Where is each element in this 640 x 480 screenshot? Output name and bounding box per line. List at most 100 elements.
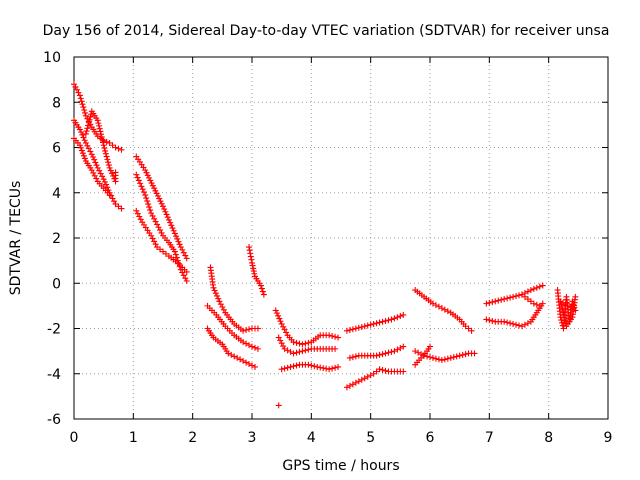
arc-21-point bbox=[427, 343, 433, 350]
arc-14-point bbox=[281, 365, 288, 372]
arc-13-point bbox=[278, 340, 285, 347]
y-tick-label: 0 bbox=[52, 276, 61, 292]
arc-4-point bbox=[94, 117, 101, 124]
arc-1-point bbox=[81, 107, 88, 114]
arc-20-point bbox=[447, 354, 454, 361]
arc-18-point bbox=[346, 382, 353, 389]
arc-13-point bbox=[290, 350, 297, 357]
arc-18-point bbox=[400, 368, 407, 375]
arc-1-point bbox=[72, 83, 79, 90]
arc-2-point bbox=[109, 195, 116, 202]
arc-6-point bbox=[135, 177, 142, 184]
arc-4-point bbox=[112, 169, 119, 176]
arc-9-point bbox=[251, 344, 258, 351]
arc-10-point bbox=[251, 363, 258, 370]
arc-1-point bbox=[79, 101, 86, 108]
arc-2-point bbox=[100, 176, 107, 183]
x-tick-label: 1 bbox=[129, 430, 138, 446]
arc-5-point bbox=[182, 252, 189, 259]
arc-4-point bbox=[84, 125, 91, 132]
arc-17-point bbox=[385, 349, 392, 356]
arc-4-point bbox=[106, 164, 113, 171]
arc-4-point bbox=[95, 120, 102, 127]
arc-5-point bbox=[151, 185, 158, 192]
arc-7-point bbox=[151, 238, 158, 245]
arc-22-point bbox=[516, 292, 522, 299]
arc-14-point bbox=[293, 362, 300, 369]
arc-13-point bbox=[299, 348, 306, 355]
chart-title: Day 156 of 2014, Sidereal Day-to-day VTE… bbox=[43, 23, 610, 39]
arc-5-point bbox=[164, 214, 171, 221]
arc-17-point bbox=[391, 348, 398, 355]
arc-1-point bbox=[118, 146, 125, 153]
arc-22-point bbox=[536, 283, 543, 290]
arc-6-point bbox=[144, 198, 151, 205]
arc-8-point bbox=[211, 287, 218, 294]
arc-25-point bbox=[572, 293, 579, 300]
arc-22-point bbox=[489, 299, 496, 306]
arc-5-point bbox=[146, 174, 153, 181]
arc-4-point bbox=[85, 119, 92, 126]
arc-8-point bbox=[240, 327, 247, 334]
arc-3-point bbox=[76, 142, 83, 149]
arc-17-point bbox=[382, 350, 389, 357]
arc-6-point bbox=[158, 229, 165, 236]
arc-14-point bbox=[308, 362, 315, 369]
y-tick-label: 8 bbox=[52, 95, 61, 111]
arc-20-point bbox=[435, 356, 442, 363]
arc-11-point bbox=[250, 265, 257, 272]
arc-14-point bbox=[320, 365, 327, 372]
arc-1-point bbox=[71, 81, 77, 88]
arc-5-point bbox=[170, 227, 177, 234]
arc-7-point bbox=[152, 241, 159, 248]
arc-2-point bbox=[85, 145, 92, 152]
arc-25-point bbox=[559, 306, 566, 313]
arc-22-point bbox=[504, 295, 511, 302]
arc-6-point bbox=[137, 180, 144, 187]
arc-6-point bbox=[155, 224, 162, 231]
arc-5-point bbox=[171, 230, 178, 237]
arc-5-point bbox=[162, 208, 169, 215]
arc-10-point bbox=[243, 359, 250, 366]
arc-5-point bbox=[153, 190, 160, 197]
arc-6-point bbox=[140, 189, 147, 196]
y-tick-label: 2 bbox=[52, 231, 61, 247]
arc-2-point bbox=[92, 159, 99, 166]
arc-12-point bbox=[283, 329, 290, 336]
arc-11-point bbox=[248, 256, 255, 263]
arc-4-point bbox=[103, 153, 110, 160]
arc-2-point bbox=[79, 131, 86, 138]
arc-22-point bbox=[483, 300, 490, 307]
arc-12-point bbox=[335, 334, 342, 341]
arc-17-point bbox=[346, 354, 353, 361]
arc-2-point bbox=[82, 139, 89, 146]
arc-7-point bbox=[183, 268, 190, 275]
arc-7-point bbox=[134, 210, 141, 217]
arc-13-point bbox=[305, 346, 312, 353]
arc-17-point bbox=[397, 345, 404, 352]
arc-25-point bbox=[557, 298, 564, 305]
arc-16-point bbox=[379, 318, 386, 325]
arc-12-point bbox=[272, 307, 279, 314]
x-axis-label: GPS time / hours bbox=[282, 458, 399, 474]
y-tick-label: 10 bbox=[43, 50, 61, 66]
arc-14-point bbox=[290, 363, 297, 370]
arc-22-point bbox=[533, 284, 540, 291]
arc-3-point bbox=[77, 144, 84, 151]
arc-16-point bbox=[361, 323, 368, 330]
data-points bbox=[71, 81, 579, 409]
arc-1-point bbox=[73, 86, 80, 93]
arc-5-point bbox=[163, 211, 170, 218]
arc-12-point bbox=[275, 312, 282, 319]
arc-22-point bbox=[527, 287, 534, 294]
arc-9-point bbox=[243, 340, 250, 347]
arc-4-point bbox=[101, 145, 108, 152]
x-tick-label: 7 bbox=[485, 430, 494, 446]
arc-4-point bbox=[82, 130, 89, 137]
arc-19-point bbox=[441, 306, 448, 313]
arc-19-point bbox=[432, 302, 439, 309]
arc-8-point bbox=[212, 290, 219, 297]
arc-11-point bbox=[249, 262, 256, 269]
arc-23-point bbox=[501, 318, 508, 325]
tick-layer: 0 1 2 3 4 5 6 7 8 9 -6 -4 -2 0 2 4 6 8 10 bbox=[43, 50, 612, 446]
